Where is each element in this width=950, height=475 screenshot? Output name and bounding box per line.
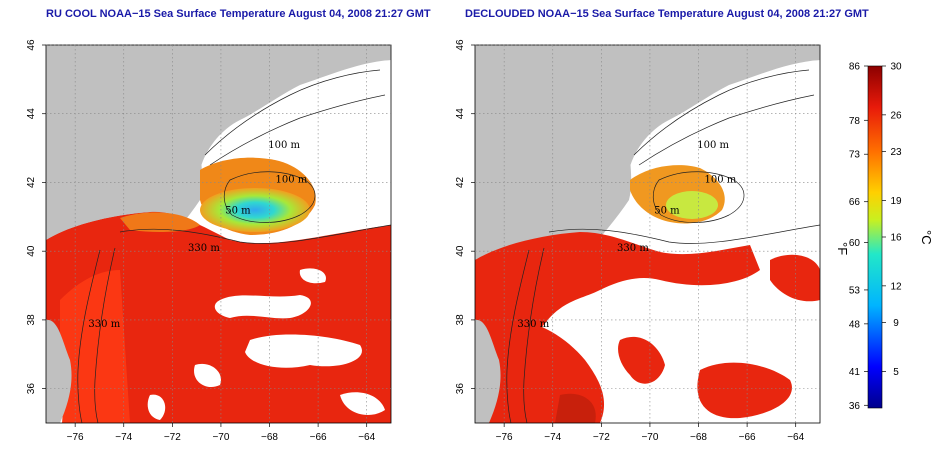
longitude-tick-label: −76 <box>496 432 513 443</box>
celsius-tick-label: 16 <box>890 233 902 244</box>
latitude-tick-label: 44 <box>26 108 37 120</box>
contour-label: 50 m <box>654 205 680 216</box>
contour-label: 330 m <box>88 319 120 330</box>
longitude-tick-label: −68 <box>261 432 278 443</box>
left-cold-patch <box>200 188 310 232</box>
contour-label: 100 m <box>276 174 308 185</box>
celsius-tick-label: 26 <box>890 110 902 121</box>
contour-label: 330 m <box>517 319 549 330</box>
contour-label: 100 m <box>697 140 729 151</box>
longitude-tick-label: −72 <box>164 432 181 443</box>
right-panel-title: DECLOUDED NOAA−15 Sea Surface Temperatur… <box>465 8 869 20</box>
left-longitude-ticks: −76 −74 −72 −70 −68 −66 −64 <box>67 423 376 443</box>
right-latitude-ticks: 36 38 40 42 44 46 <box>455 39 475 394</box>
contour-label: 100 m <box>705 174 737 185</box>
left-bathymetry-contours <box>77 69 392 424</box>
latitude-tick-label: 46 <box>26 39 37 51</box>
longitude-tick-label: −74 <box>115 432 132 443</box>
latitude-tick-label: 36 <box>455 383 466 395</box>
right-cool-patch <box>666 191 718 219</box>
latitude-tick-label: 40 <box>26 245 37 257</box>
right-cloud-area <box>509 60 820 423</box>
temperature-colorbar: 86 78 73 66 60 53 48 41 36 30 26 23 19 16 12 9 5 °F °C <box>835 62 934 412</box>
left-latitude-ticks: 36 38 40 42 44 46 <box>26 39 46 394</box>
celsius-label: °C <box>919 230 934 245</box>
right-warm-patch-2 <box>697 362 792 419</box>
fahrenheit-ticks: 86 78 73 66 60 53 48 41 36 <box>849 62 868 412</box>
fahrenheit-tick-label: 53 <box>849 285 861 296</box>
latitude-tick-label: 36 <box>26 383 37 395</box>
celsius-tick-label: 19 <box>890 196 902 207</box>
left-gridlines <box>46 44 391 423</box>
fahrenheit-tick-label: 41 <box>849 367 861 378</box>
left-landmass-north <box>46 45 391 240</box>
longitude-tick-label: −68 <box>690 432 707 443</box>
longitude-tick-label: −70 <box>212 432 229 443</box>
left-warm-water <box>46 211 391 423</box>
celsius-tick-label: 30 <box>890 62 902 73</box>
contour-label: 330 m <box>617 243 649 254</box>
latitude-tick-label: 44 <box>455 108 466 120</box>
fahrenheit-tick-label: 60 <box>849 238 861 249</box>
left-contour-labels: 100 m 100 m 50 m 330 m 330 m <box>88 140 307 330</box>
latitude-tick-label: 38 <box>455 314 466 326</box>
latitude-tick-label: 42 <box>455 176 466 188</box>
longitude-tick-label: −64 <box>358 432 375 443</box>
fahrenheit-tick-label: 78 <box>849 116 861 127</box>
right-map-panel: −76 −74 −72 −70 −68 −66 −64 36 38 40 42 44 46 100 m… <box>455 39 821 443</box>
longitude-tick-label: −64 <box>787 432 804 443</box>
fahrenheit-tick-label: 73 <box>849 150 861 161</box>
longitude-tick-label: −72 <box>593 432 610 443</box>
right-warm-patch-1 <box>618 336 665 384</box>
fahrenheit-tick-label: 36 <box>849 401 861 412</box>
fahrenheit-tick-label: 86 <box>849 62 861 73</box>
colorbar-gradient <box>867 65 883 409</box>
fahrenheit-label: °F <box>835 242 850 255</box>
celsius-tick-label: 23 <box>890 147 902 158</box>
left-map-panel: −76 −74 −72 −70 −68 −66 −64 36 38 40 42 44 46 100 m… <box>26 39 392 443</box>
fahrenheit-tick-label: 48 <box>849 319 861 330</box>
latitude-tick-label: 40 <box>455 245 466 257</box>
left-nearshore-band <box>120 212 200 233</box>
right-warm-water <box>475 232 760 423</box>
latitude-tick-label: 38 <box>26 314 37 326</box>
celsius-tick-label: 12 <box>890 281 902 292</box>
left-cloud-patches <box>46 268 385 423</box>
longitude-tick-label: −70 <box>641 432 658 443</box>
longitude-tick-label: −74 <box>544 432 561 443</box>
right-landmass-south <box>475 319 501 423</box>
right-gridlines <box>475 44 820 423</box>
contour-label: 50 m <box>225 205 251 216</box>
celsius-tick-label: 9 <box>893 318 899 329</box>
right-warm-patch-3 <box>770 254 820 302</box>
latitude-tick-label: 46 <box>455 39 466 51</box>
fahrenheit-tick-label: 66 <box>849 197 861 208</box>
right-warm-patch-4 <box>555 393 596 423</box>
right-bathymetry-contours <box>506 69 821 424</box>
contour-label: 100 m <box>268 140 300 151</box>
latitude-tick-label: 42 <box>26 176 37 188</box>
right-landmass-north <box>475 45 820 240</box>
left-landmass-south <box>46 319 72 423</box>
right-longitude-ticks: −76 −74 −72 −70 −68 −66 −64 <box>496 423 805 443</box>
left-panel-title: RU COOL NOAA−15 Sea Surface Temperature … <box>46 8 431 20</box>
celsius-ticks: 30 26 23 19 16 12 9 5 <box>882 62 902 378</box>
contour-label: 330 m <box>188 243 220 254</box>
celsius-tick-label: 5 <box>893 367 899 378</box>
longitude-tick-label: −76 <box>67 432 84 443</box>
right-contour-labels: 100 m 100 m 50 m 330 m 330 m <box>517 140 736 330</box>
longitude-tick-label: −66 <box>739 432 756 443</box>
longitude-tick-label: −66 <box>310 432 327 443</box>
